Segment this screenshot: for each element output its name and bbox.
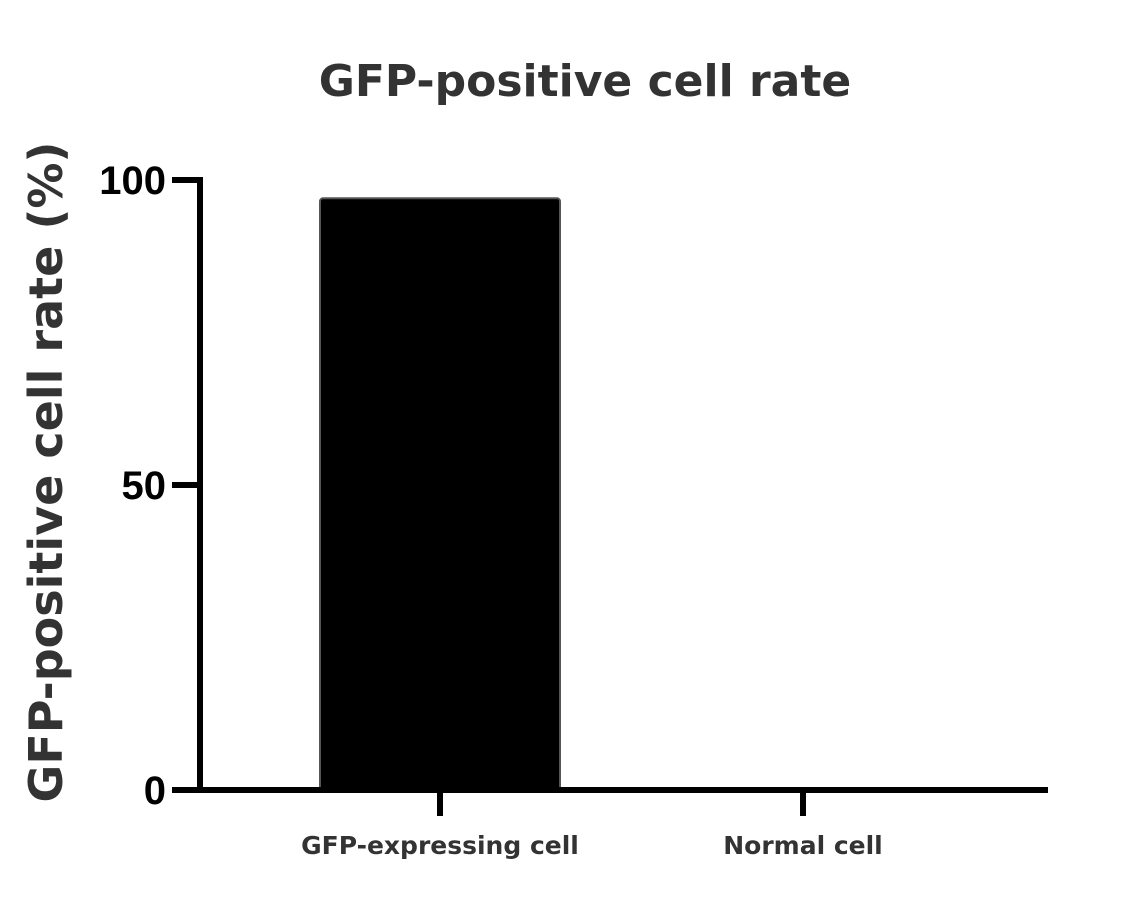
y-ticks: 0 50 100 [99, 159, 200, 813]
x-tick-label-0: GFP-expressing cell [301, 831, 579, 860]
y-tick-label-0: 0 [144, 769, 166, 813]
chart-title: GFP-positive cell rate [319, 56, 852, 107]
bar-0 [319, 197, 561, 792]
y-axis-label: GFP-positive cell rate (%) [19, 142, 73, 803]
y-tick-label-2: 100 [99, 159, 166, 203]
x-tick-label-1: Normal cell [723, 831, 883, 860]
bars-layer [319, 197, 561, 792]
y-tick-label-1: 50 [122, 464, 167, 508]
x-ticks: GFP-expressing cell Normal cell [301, 790, 883, 860]
